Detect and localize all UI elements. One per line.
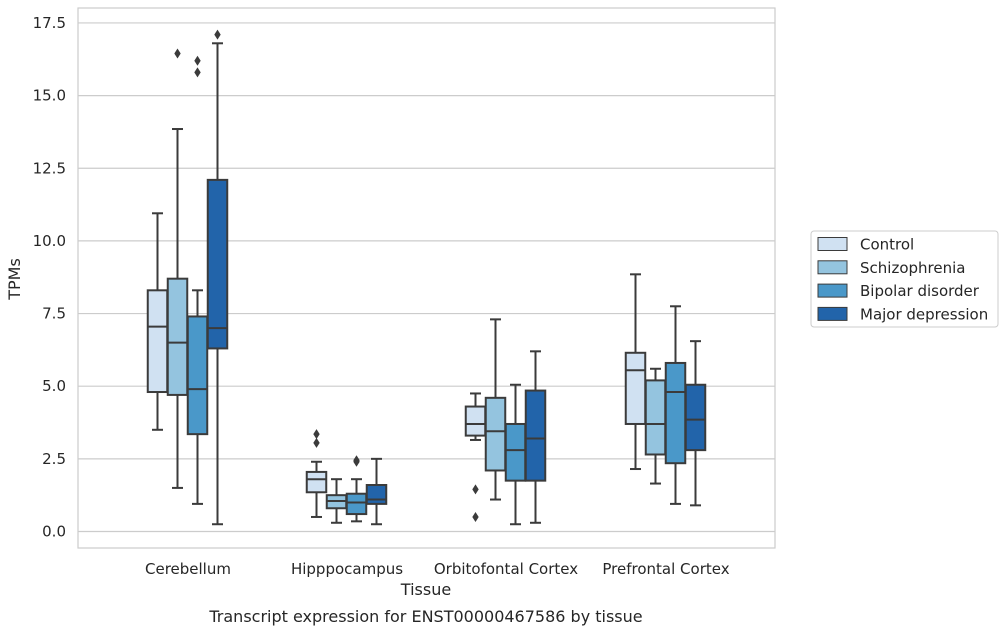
- outlier-point: [472, 484, 479, 495]
- box: [664, 361, 687, 465]
- outlier-point: [313, 437, 320, 448]
- x-tick-label: Cerebellum: [145, 560, 231, 578]
- box: [504, 422, 527, 482]
- box-series: [146, 29, 707, 526]
- legend-frame: [810, 230, 999, 328]
- x-tick-label: Orbitofontal Cortex: [434, 560, 578, 578]
- y-tick-label: 12.5: [33, 159, 66, 177]
- y-tick-label: 17.5: [33, 14, 66, 32]
- y-tick-label: 10.0: [33, 232, 66, 250]
- box: [644, 379, 667, 456]
- series-bipolar-disorder: [186, 55, 687, 526]
- legend-swatch: [817, 237, 848, 251]
- y-tick-label: 5.0: [42, 377, 66, 395]
- legend-label: Major depression: [860, 305, 988, 323]
- box: [166, 277, 189, 396]
- outlier-point: [472, 511, 479, 522]
- y-tick-label: 0.0: [42, 523, 66, 541]
- x-tick-label: Prefrontal Cortex: [602, 560, 729, 578]
- box: [624, 351, 647, 425]
- x-tick-label: Hipppocampus: [291, 560, 403, 578]
- y-tick-label: 7.5: [42, 305, 66, 323]
- outlier-point: [194, 55, 201, 66]
- box: [305, 470, 328, 494]
- legend-label: Schizophrenia: [860, 259, 965, 277]
- box: [524, 389, 547, 482]
- chart-caption: Transcript expression for ENST0000046758…: [208, 607, 642, 626]
- series-schizophrenia: [166, 48, 667, 524]
- y-gridlines: [78, 22, 775, 533]
- plot-area: [77, 7, 776, 549]
- box: [684, 383, 707, 452]
- legend-swatch: [817, 306, 848, 321]
- legend-swatch: [817, 260, 848, 275]
- x-axis-label: Tissue: [400, 580, 451, 599]
- legend-label: Control: [860, 236, 914, 254]
- outlier-point: [174, 48, 181, 59]
- legend: Control Schizophrenia Bipolar disorder Majo…: [810, 230, 999, 328]
- y-axis-label: TPMs: [5, 258, 24, 301]
- y-tick-label: 2.5: [42, 450, 66, 468]
- outlier-point: [353, 455, 360, 466]
- legend-label: Bipolar disorder: [860, 282, 980, 300]
- box: [345, 492, 368, 516]
- box: [464, 405, 487, 437]
- box: [186, 315, 209, 436]
- box: [484, 396, 507, 472]
- outlier-point: [313, 429, 320, 440]
- x-tick-labels: Cerebellum Hipppocampus Orbitofontal Corte…: [145, 560, 730, 578]
- box: [146, 289, 169, 394]
- box: [206, 178, 229, 350]
- outlier-point: [214, 29, 221, 40]
- legend-swatch: [817, 283, 848, 298]
- y-tick-labels: 0.0 2.5 5.0 7.5 10.0 12.5 15.0 17.5: [33, 14, 66, 541]
- y-tick-label: 15.0: [33, 87, 66, 105]
- box: [365, 484, 388, 505]
- outlier-point: [194, 67, 201, 78]
- series-major-depression: [206, 29, 707, 526]
